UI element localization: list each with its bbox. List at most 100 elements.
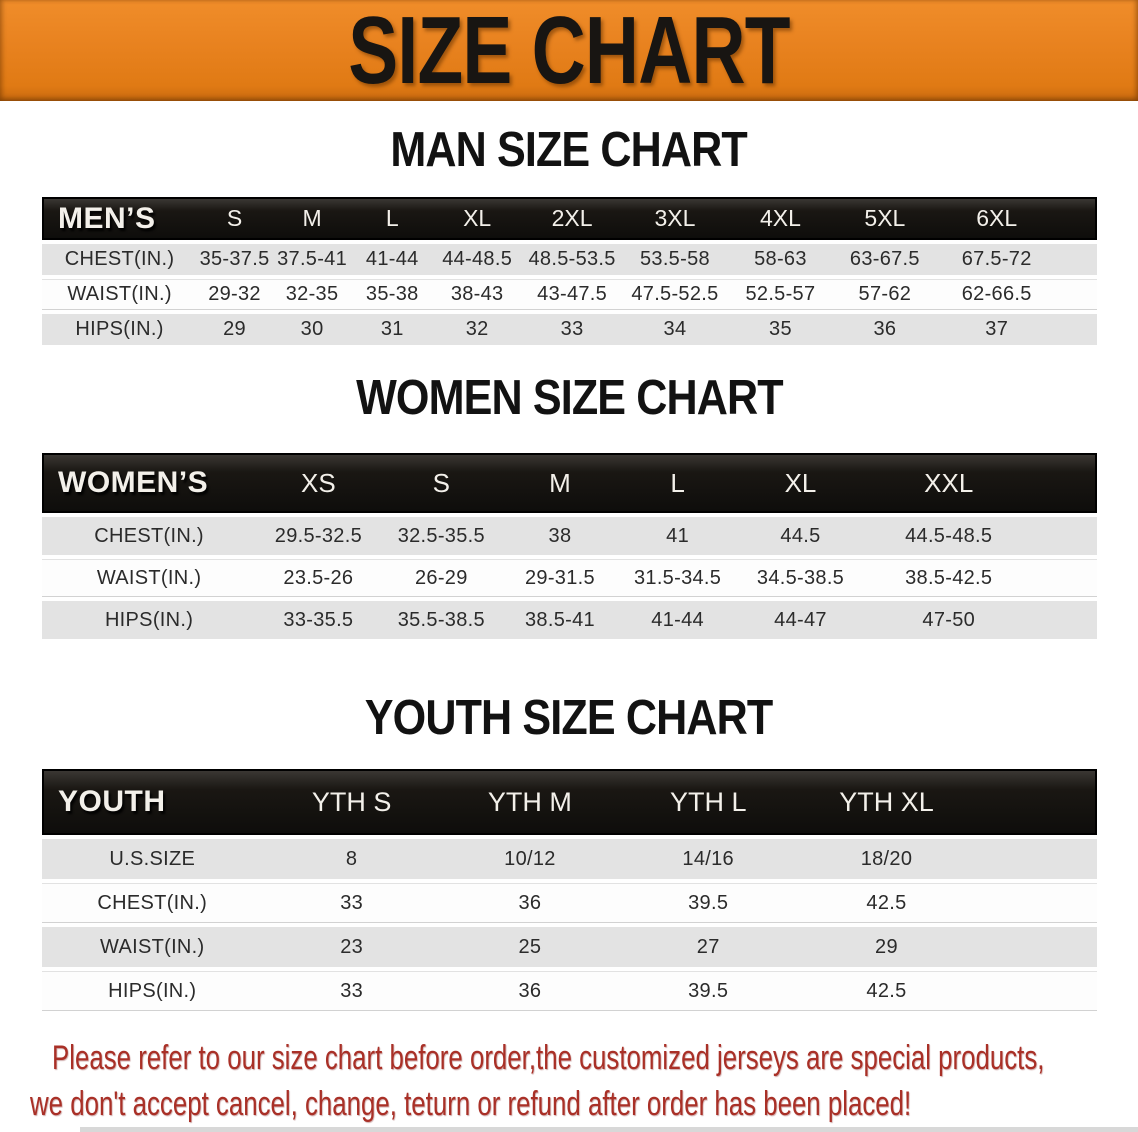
row-label: HIPS(IN.) [42, 601, 257, 639]
table-cell: 37 [936, 314, 1057, 345]
table-cell: 23.5-26 [256, 559, 381, 597]
men-size-table: MEN’S S M L XL 2XL 3XL 4XL 5XL 6XL CHEST… [42, 193, 1097, 349]
table-cell: 53.5-58 [622, 244, 728, 275]
table-cell: 37.5-41 [271, 244, 353, 275]
table-cell: 38.5-42.5 [863, 559, 1034, 597]
table-cell: 41 [618, 517, 738, 555]
spacer-cell [975, 883, 1097, 923]
men-header-row: MEN’S S M L XL 2XL 3XL 4XL 5XL 6XL [42, 197, 1097, 240]
table-cell: 32 [432, 314, 522, 345]
table-cell: 8 [262, 839, 441, 879]
row-label: U.S.SIZE [42, 839, 263, 879]
youth-ussize-row: U.S.SIZE 8 10/12 14/16 18/20 [42, 839, 1097, 879]
disclaimer-line-2: we don't accept cancel, change, teturn o… [30, 1085, 912, 1123]
banner-title: SIZE CHART [348, 0, 790, 104]
men-chest-row: CHEST(IN.) 35-37.5 37.5-41 41-44 44-48.5… [42, 244, 1097, 275]
spacer-cell [975, 927, 1097, 967]
row-label: WAIST(IN.) [42, 559, 257, 597]
disclaimer-line-1: Please refer to our size chart before or… [52, 1039, 1045, 1077]
size-col-header: M [501, 453, 618, 513]
table-cell: 34 [622, 314, 728, 345]
table-cell: 35-37.5 [197, 244, 272, 275]
men-corner-label: MEN’S [42, 197, 198, 240]
spacer-cell [975, 971, 1097, 1011]
row-label: CHEST(IN.) [42, 517, 257, 555]
bottom-edge-strip [80, 1127, 1138, 1132]
size-chart-banner: SIZE CHART [0, 0, 1138, 104]
table-cell: 14/16 [619, 839, 798, 879]
size-col-header: S [380, 453, 502, 513]
size-col-header: YTH S [262, 769, 441, 835]
women-hips-row: HIPS(IN.) 33-35.5 35.5-38.5 38.5-41 41-4… [42, 601, 1097, 639]
women-waist-row: WAIST(IN.) 23.5-26 26-29 29-31.5 31.5-34… [42, 559, 1097, 597]
table-cell: 52.5-57 [727, 279, 834, 310]
size-col-header: L [618, 453, 738, 513]
table-cell: 27 [619, 927, 798, 967]
table-cell: 25 [440, 927, 620, 967]
size-col-header: XS [256, 453, 381, 513]
youth-header-row: YOUTH YTH S YTH M YTH L YTH XL [42, 769, 1097, 835]
spacer-cell [975, 839, 1097, 879]
table-cell: 41-44 [618, 601, 738, 639]
youth-size-table: YOUTH YTH S YTH M YTH L YTH XL U.S.SIZE … [42, 765, 1097, 1015]
size-col-header: YTH L [619, 769, 798, 835]
table-cell: 30 [271, 314, 353, 345]
size-col-header: XL [432, 197, 522, 240]
spacer-cell [1056, 279, 1097, 310]
youth-waist-row: WAIST(IN.) 23 25 27 29 [42, 927, 1097, 967]
spacer-cell [1033, 453, 1097, 513]
table-cell: 29.5-32.5 [256, 517, 381, 555]
order-disclaimer: Please refer to our size chart before or… [30, 1035, 1138, 1127]
table-cell: 39.5 [619, 971, 798, 1011]
table-cell: 29-31.5 [501, 559, 618, 597]
youth-section-title: YOUTH SIZE CHART [0, 693, 1138, 743]
table-cell: 38.5-41 [501, 601, 618, 639]
row-label: CHEST(IN.) [42, 244, 198, 275]
spacer-cell [1056, 244, 1097, 275]
table-cell: 33 [262, 971, 441, 1011]
table-cell: 29-32 [197, 279, 272, 310]
table-cell: 29 [197, 314, 272, 345]
spacer-cell [1056, 314, 1097, 345]
size-col-header: S [197, 197, 272, 240]
women-chest-row: CHEST(IN.) 29.5-32.5 32.5-35.5 38 41 44.… [42, 517, 1097, 555]
table-cell: 42.5 [797, 883, 976, 923]
size-col-header: YTH M [440, 769, 620, 835]
table-cell: 43-47.5 [522, 279, 623, 310]
spacer-cell [1033, 559, 1097, 597]
table-cell: 33 [262, 883, 441, 923]
table-cell: 67.5-72 [936, 244, 1057, 275]
table-cell: 33-35.5 [256, 601, 381, 639]
men-hips-row: HIPS(IN.) 29 30 31 32 33 34 35 36 37 [42, 314, 1097, 345]
table-cell: 35-38 [352, 279, 433, 310]
youth-hips-row: HIPS(IN.) 33 36 39.5 42.5 [42, 971, 1097, 1011]
women-corner-label: WOMEN’S [42, 453, 257, 513]
size-col-header: M [271, 197, 353, 240]
table-cell: 32.5-35.5 [380, 517, 502, 555]
table-cell: 34.5-38.5 [737, 559, 864, 597]
women-header-row: WOMEN’S XS S M L XL XXL [42, 453, 1097, 513]
table-cell: 33 [522, 314, 623, 345]
table-cell: 36 [440, 971, 620, 1011]
spacer-cell [1033, 601, 1097, 639]
table-cell: 44-47 [737, 601, 864, 639]
table-cell: 63-67.5 [833, 244, 937, 275]
size-col-header: XXL [863, 453, 1034, 513]
table-cell: 41-44 [352, 244, 433, 275]
row-label: HIPS(IN.) [42, 971, 263, 1011]
table-cell: 38-43 [432, 279, 522, 310]
size-col-header: L [352, 197, 433, 240]
table-cell: 31.5-34.5 [618, 559, 738, 597]
table-cell: 42.5 [797, 971, 976, 1011]
youth-chest-row: CHEST(IN.) 33 36 39.5 42.5 [42, 883, 1097, 923]
table-cell: 47-50 [863, 601, 1034, 639]
row-label: WAIST(IN.) [42, 279, 198, 310]
women-size-table: WOMEN’S XS S M L XL XXL CHEST(IN.) 29.5-… [42, 449, 1097, 643]
table-cell: 39.5 [619, 883, 798, 923]
size-col-header: 4XL [727, 197, 834, 240]
youth-corner-label: YOUTH [42, 769, 263, 835]
table-cell: 44-48.5 [432, 244, 522, 275]
spacer-cell [1056, 197, 1097, 240]
table-cell: 44.5-48.5 [863, 517, 1034, 555]
table-cell: 35 [727, 314, 834, 345]
